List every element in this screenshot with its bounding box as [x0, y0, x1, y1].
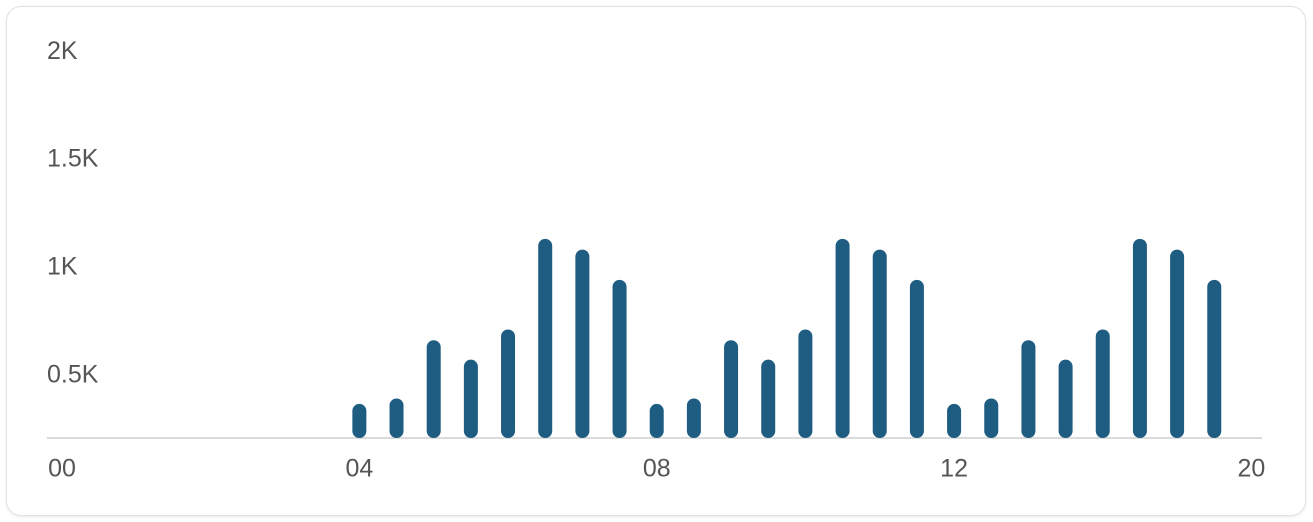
- bar: [835, 238, 850, 438]
- bar: [1170, 249, 1185, 438]
- y-tick-label: 0.5K: [47, 360, 99, 388]
- bar: [761, 359, 776, 438]
- x-tick-label: 04: [345, 455, 373, 483]
- bar: [575, 249, 590, 438]
- x-tick-label: 00: [48, 455, 76, 483]
- x-tick-label: 12: [940, 455, 968, 483]
- bar: [1207, 279, 1222, 438]
- bar: [1021, 340, 1036, 438]
- x-tick-label: 08: [643, 455, 671, 483]
- bar: [463, 359, 478, 438]
- bar: [612, 279, 627, 438]
- bar: [501, 329, 516, 438]
- bar: [1058, 359, 1073, 438]
- bar: [1095, 329, 1110, 438]
- bar: [352, 403, 367, 438]
- y-tick-label: 2K: [47, 37, 78, 65]
- bar: [686, 398, 701, 438]
- y-tick-label: 1K: [47, 253, 78, 281]
- bar: [984, 398, 999, 438]
- bar: [649, 403, 664, 438]
- bar: [538, 238, 553, 438]
- bar: [947, 403, 962, 438]
- bar: [426, 340, 441, 438]
- y-tick-label: 1.5K: [47, 145, 99, 173]
- bar: [909, 279, 924, 438]
- bar: [798, 329, 813, 438]
- x-tick-label: 20: [1238, 455, 1266, 483]
- bar: [872, 249, 887, 438]
- bar: [1132, 238, 1147, 438]
- bar: [724, 340, 739, 438]
- bar: [389, 398, 404, 438]
